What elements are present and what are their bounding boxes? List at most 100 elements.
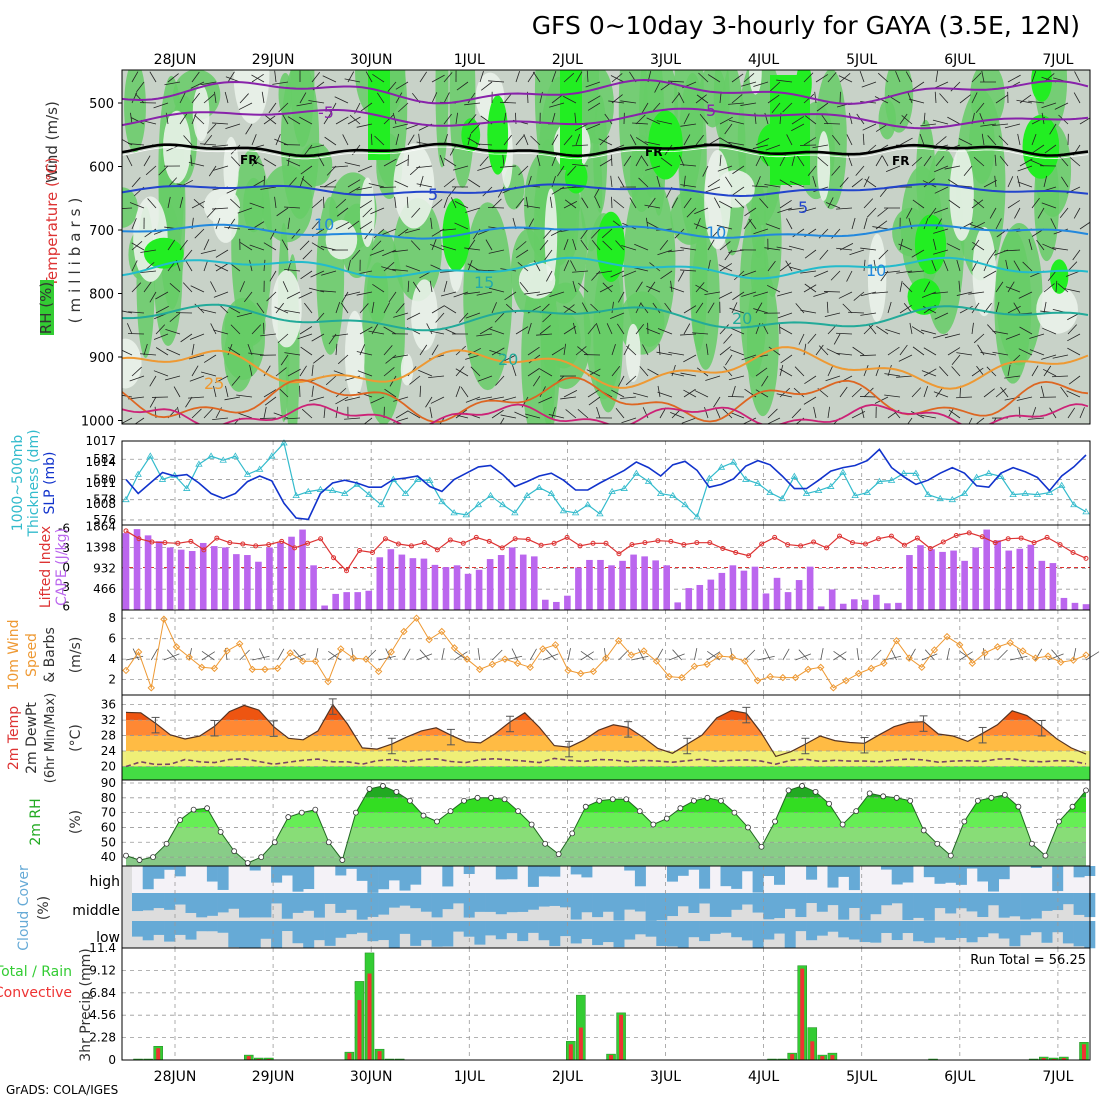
wind-barb (909, 322, 913, 335)
cloud-middle (763, 893, 775, 920)
wind-speed-point (1069, 656, 1078, 664)
wind-barb (166, 649, 177, 661)
cloud-low (613, 921, 625, 948)
wind-barb (311, 385, 314, 398)
wind-barb (706, 343, 709, 356)
wind-barb (782, 648, 790, 661)
cloud-high (955, 866, 967, 885)
wind-speed-point (640, 647, 648, 655)
wind-barb (1085, 651, 1100, 661)
date-label-top: 5JUL (846, 52, 877, 68)
ylabel-cloud-units: (%) (36, 896, 52, 920)
wind-barb (656, 351, 673, 356)
wind-barb (698, 72, 709, 83)
wind-barb (765, 223, 781, 230)
wind-barb (722, 408, 733, 419)
cloud-high (142, 866, 154, 890)
wind-barb (1016, 99, 1033, 104)
date-label-top: 4JUL (748, 52, 779, 68)
wind-barb (824, 122, 841, 125)
cape-bar (1071, 602, 1079, 610)
wind-barb (465, 354, 481, 360)
wind-barb (551, 406, 556, 419)
wind-barb (266, 291, 277, 302)
wind-barb (947, 347, 961, 356)
cloud-middle (891, 893, 903, 904)
wind-barb (310, 270, 325, 278)
wind-barb (734, 198, 745, 209)
cape-bar (354, 592, 362, 610)
wind-barb (863, 365, 869, 377)
rh-point (866, 790, 873, 797)
thickness-point (596, 510, 604, 517)
ylabel-millibars: (millibars) (66, 193, 84, 324)
wind-barb (733, 270, 745, 281)
wind-barb (788, 245, 805, 251)
wind-barb (488, 249, 505, 254)
wind-barb (335, 396, 349, 405)
wind-barb (595, 322, 601, 335)
rh-point (961, 818, 968, 825)
cloud-high (934, 866, 946, 884)
cloud-level-label: low (96, 930, 120, 946)
cape-bar (464, 573, 472, 610)
wind-barb (167, 239, 176, 251)
contour-label: 10 (314, 215, 334, 234)
thickness-point (924, 490, 932, 498)
wind-barb (570, 260, 577, 272)
wind-barb (859, 70, 865, 83)
wind-barb (342, 134, 349, 146)
wind-barb (213, 291, 229, 298)
wind-barb (167, 73, 179, 83)
lifted-index-point (473, 534, 479, 540)
wind-barb (623, 344, 630, 356)
wind-barb (728, 395, 745, 398)
wind-barb (405, 265, 421, 272)
wind-barb (992, 123, 1009, 126)
wind-barb (820, 648, 824, 661)
cloud-middle (1062, 893, 1074, 905)
wind-barb (503, 134, 512, 146)
rh-point (826, 800, 832, 807)
wind-barb (863, 324, 874, 335)
thickness-point (268, 452, 276, 459)
cloud-low (966, 921, 978, 943)
lifted-index-point (720, 546, 726, 552)
wind-barb (344, 396, 361, 402)
cape-bar (762, 593, 770, 610)
cloud-middle (966, 893, 978, 912)
cloud-low (239, 921, 250, 949)
wind-barb (185, 260, 193, 272)
li-tick: 0 (62, 561, 70, 575)
wind-speed-point (1031, 654, 1040, 662)
cloud-low (399, 921, 411, 934)
wind-barb (227, 347, 241, 356)
wind-barb (428, 330, 445, 335)
temp-tick: 36 (101, 698, 116, 712)
wind-barb (249, 202, 265, 209)
wind-barb (637, 648, 645, 661)
cloud-middle (281, 893, 293, 919)
wind-barb (804, 283, 817, 293)
wind-barb (1055, 280, 1058, 293)
date-label-bottom: 4JUL (748, 1069, 779, 1085)
cloud-middle (720, 893, 732, 917)
dewpt-line (125, 757, 1087, 768)
cloud-middle (945, 893, 957, 914)
wind-barb (956, 352, 973, 356)
wind-barb (580, 239, 589, 251)
cloud-low (538, 921, 550, 941)
wind-barb (997, 649, 1008, 661)
thickness-point (280, 439, 288, 446)
rh-point (1015, 803, 1022, 810)
wind-barb (660, 270, 673, 280)
thickness-tick: 578 (93, 493, 116, 507)
wind-barb (179, 113, 188, 125)
isotherm-contour (122, 403, 1089, 424)
wind-barb (275, 134, 281, 146)
wind-barb (470, 366, 481, 377)
slp-tick: 1014 (85, 455, 116, 469)
wind-barb (963, 165, 973, 176)
wind-barb (321, 270, 337, 276)
slp-tick: 1011 (85, 476, 116, 490)
